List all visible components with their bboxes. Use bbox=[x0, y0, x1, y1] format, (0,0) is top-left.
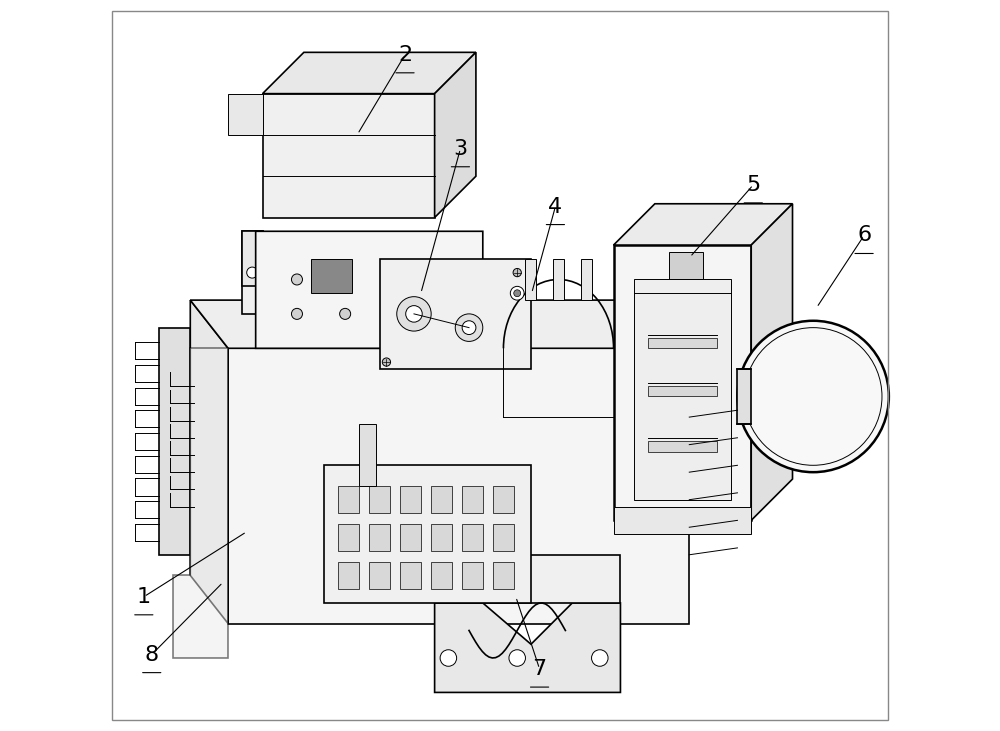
Polygon shape bbox=[435, 555, 620, 603]
Bar bbox=[400, 524, 421, 551]
Bar bbox=[400, 486, 421, 513]
Circle shape bbox=[429, 274, 440, 285]
Bar bbox=[669, 252, 703, 279]
Circle shape bbox=[592, 650, 608, 666]
Circle shape bbox=[388, 308, 399, 319]
Bar bbox=[431, 486, 452, 513]
Circle shape bbox=[382, 358, 391, 366]
Circle shape bbox=[291, 308, 302, 319]
Bar bbox=[525, 259, 536, 300]
Bar bbox=[431, 561, 452, 589]
Circle shape bbox=[397, 297, 431, 331]
Polygon shape bbox=[324, 466, 531, 603]
Polygon shape bbox=[614, 204, 793, 245]
Polygon shape bbox=[263, 53, 476, 94]
Bar bbox=[553, 259, 564, 300]
Text: 1: 1 bbox=[137, 587, 151, 607]
Bar bbox=[614, 507, 751, 534]
Bar bbox=[581, 259, 592, 300]
Bar bbox=[311, 259, 352, 293]
Circle shape bbox=[510, 287, 524, 300]
Polygon shape bbox=[228, 348, 689, 624]
Bar bbox=[242, 231, 263, 287]
Circle shape bbox=[340, 308, 351, 319]
Bar bbox=[400, 561, 421, 589]
Polygon shape bbox=[190, 300, 228, 624]
Text: 6: 6 bbox=[857, 225, 871, 246]
Bar bbox=[648, 386, 717, 396]
Bar bbox=[462, 561, 483, 589]
Bar bbox=[112, 12, 888, 719]
Text: 2: 2 bbox=[398, 45, 412, 65]
Circle shape bbox=[388, 274, 399, 285]
Polygon shape bbox=[614, 245, 751, 520]
Bar bbox=[648, 338, 717, 348]
Bar bbox=[431, 524, 452, 551]
Polygon shape bbox=[751, 204, 793, 520]
Bar bbox=[648, 442, 717, 452]
Circle shape bbox=[429, 308, 440, 319]
Text: 7: 7 bbox=[533, 659, 547, 679]
Bar bbox=[359, 424, 376, 486]
Polygon shape bbox=[634, 279, 731, 500]
Bar bbox=[338, 524, 359, 551]
Bar bbox=[462, 524, 483, 551]
Bar bbox=[493, 524, 514, 551]
Polygon shape bbox=[173, 348, 228, 658]
Bar bbox=[369, 561, 390, 589]
Circle shape bbox=[513, 268, 521, 277]
Circle shape bbox=[462, 321, 476, 335]
Polygon shape bbox=[242, 231, 324, 314]
Polygon shape bbox=[228, 94, 263, 135]
Text: 4: 4 bbox=[548, 197, 562, 216]
Circle shape bbox=[737, 321, 889, 472]
Circle shape bbox=[455, 314, 483, 341]
Circle shape bbox=[514, 289, 521, 297]
Circle shape bbox=[291, 274, 302, 285]
Polygon shape bbox=[435, 603, 620, 692]
Bar bbox=[369, 486, 390, 513]
Circle shape bbox=[509, 650, 525, 666]
Circle shape bbox=[247, 267, 258, 278]
Circle shape bbox=[340, 274, 351, 285]
Polygon shape bbox=[159, 327, 190, 555]
Text: 5: 5 bbox=[746, 175, 760, 195]
Text: 3: 3 bbox=[453, 139, 467, 159]
Bar bbox=[369, 524, 390, 551]
Circle shape bbox=[440, 650, 457, 666]
Polygon shape bbox=[435, 53, 476, 218]
Bar bbox=[338, 561, 359, 589]
Polygon shape bbox=[263, 94, 435, 218]
Polygon shape bbox=[380, 259, 531, 369]
Bar bbox=[493, 486, 514, 513]
Bar bbox=[462, 486, 483, 513]
Polygon shape bbox=[256, 231, 483, 348]
Bar bbox=[493, 561, 514, 589]
Polygon shape bbox=[190, 300, 724, 348]
Bar bbox=[737, 369, 751, 424]
Bar bbox=[338, 486, 359, 513]
Text: 8: 8 bbox=[145, 645, 159, 664]
Circle shape bbox=[406, 306, 422, 322]
